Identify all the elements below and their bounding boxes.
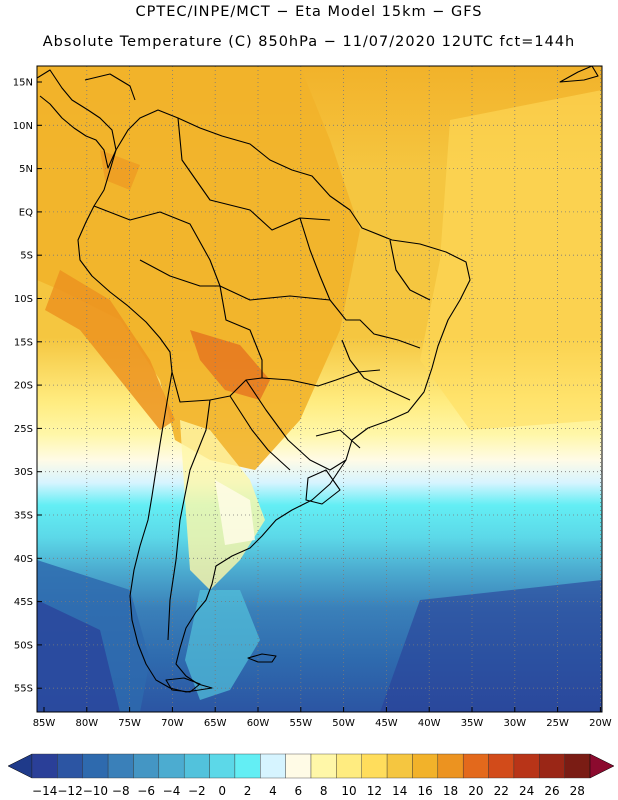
- lat-label: 20S: [14, 381, 33, 392]
- lon-label: 60W: [247, 718, 270, 729]
- colorbar-segment: [107, 753, 134, 779]
- lon-label: 35W: [461, 718, 484, 729]
- lon-label: 80W: [75, 718, 98, 729]
- colorbar-segment: [183, 753, 210, 779]
- coastlines-and-borders: [37, 66, 599, 693]
- colorbar-segment: [310, 753, 337, 779]
- title-line-2: Absolute Temperature (C) 850hPa − 11/07/…: [42, 34, 576, 50]
- longitude-labels: 85W 80W 75W 70W 65W 60W 55W 50W 45W 40W 35W 30W 25W 2…: [33, 707, 612, 729]
- colorbar-label: −8: [112, 784, 130, 798]
- colorbar-segment: [133, 753, 160, 779]
- colorbar-label: −12: [57, 784, 82, 798]
- colorbar-label: 10: [341, 784, 356, 798]
- colorbar-label: 26: [544, 784, 559, 798]
- colorbar-segment: [462, 753, 489, 779]
- colorbar-segment: [82, 753, 109, 779]
- lon-label: 65W: [204, 718, 227, 729]
- lon-label: 50W: [332, 718, 355, 729]
- colorbar-segment: [539, 753, 565, 779]
- lon-label: 40W: [418, 718, 441, 729]
- colorbar-label: 4: [269, 784, 277, 798]
- lat-label: 40S: [14, 554, 33, 565]
- colorbar-segment: [260, 753, 286, 779]
- lat-label: 10N: [13, 121, 33, 132]
- colorbar-label: −10: [83, 784, 108, 798]
- colorbar-labels: −14 −12 −10 −8 −6 −4 −2 0 2 4 6 8 10 12 14 16 18 20 22 24 26…: [32, 784, 585, 798]
- lon-label: 25W: [546, 718, 569, 729]
- lon-label: 75W: [118, 718, 141, 729]
- colorbar-segment: [158, 753, 185, 779]
- colorbar-label: 28: [570, 784, 585, 798]
- colorbar-label: 8: [320, 784, 328, 798]
- colorbar-low-arrow: [7, 753, 33, 779]
- colorbar-label: 0: [218, 784, 226, 798]
- lat-label: 15S: [14, 337, 33, 348]
- colorbar-label: 16: [417, 784, 432, 798]
- map-frame: [36, 65, 603, 713]
- colorbar-segment: [412, 753, 439, 779]
- colorbar-segment: [285, 753, 312, 779]
- colorbar-label: 12: [367, 784, 382, 798]
- lon-label: 70W: [161, 718, 184, 729]
- colorbar-label: 18: [443, 784, 458, 798]
- colorbar-segment: [57, 753, 83, 779]
- title-line-1: CPTEC/INPE/MCT − Eta Model 15km − GFS: [135, 4, 483, 20]
- colorbar-label: 2: [244, 784, 252, 798]
- lat-label: 55S: [14, 684, 33, 695]
- colorbar-label: 6: [294, 784, 302, 798]
- colorbar-segment: [437, 753, 464, 779]
- lat-label: 50S: [14, 640, 33, 651]
- colorbar-segment: [234, 753, 261, 779]
- lat-label: EQ: [19, 207, 33, 218]
- lat-label: 45S: [14, 597, 33, 608]
- colorbar-segment: [361, 753, 388, 779]
- colorbar-segment: [336, 753, 362, 779]
- lon-label: 20W: [589, 718, 612, 729]
- colorbar-segment: [564, 753, 591, 779]
- colorbar-label: −2: [188, 784, 206, 798]
- colorbar-segment: [513, 753, 540, 779]
- lat-label: 10S: [14, 294, 33, 305]
- colorbar-label: −14: [32, 784, 57, 798]
- lat-label: 35S: [14, 511, 33, 522]
- colorbar: [7, 753, 615, 779]
- colorbar-label: −4: [163, 784, 181, 798]
- colorbar-segment: [488, 753, 515, 779]
- lat-label: 15N: [13, 78, 33, 89]
- colorbar-label: 22: [494, 784, 509, 798]
- temperature-field: [37, 66, 602, 712]
- colorbar-label: 14: [392, 784, 407, 798]
- lat-label: 25S: [14, 424, 33, 435]
- colorbar-segment: [209, 753, 236, 779]
- colorbar-label: 20: [468, 784, 483, 798]
- colorbar-segment: [31, 753, 58, 779]
- latitude-labels: 15N 10N 5N EQ 5S 10S 15S 20S 25S 30S 35S 40S 45S 50S 5…: [13, 78, 42, 695]
- colorbar-label: −6: [137, 784, 155, 798]
- lat-label: 30S: [14, 467, 33, 478]
- lon-label: 55W: [289, 718, 312, 729]
- lat-label: 5S: [20, 251, 33, 262]
- lon-label: 45W: [375, 718, 398, 729]
- lat-label: 5N: [19, 164, 33, 175]
- lon-label: 30W: [503, 718, 526, 729]
- colorbar-high-arrow: [589, 753, 615, 779]
- colorbar-segment: [386, 753, 413, 779]
- lon-label: 85W: [33, 718, 56, 729]
- colorbar-label: 24: [519, 784, 534, 798]
